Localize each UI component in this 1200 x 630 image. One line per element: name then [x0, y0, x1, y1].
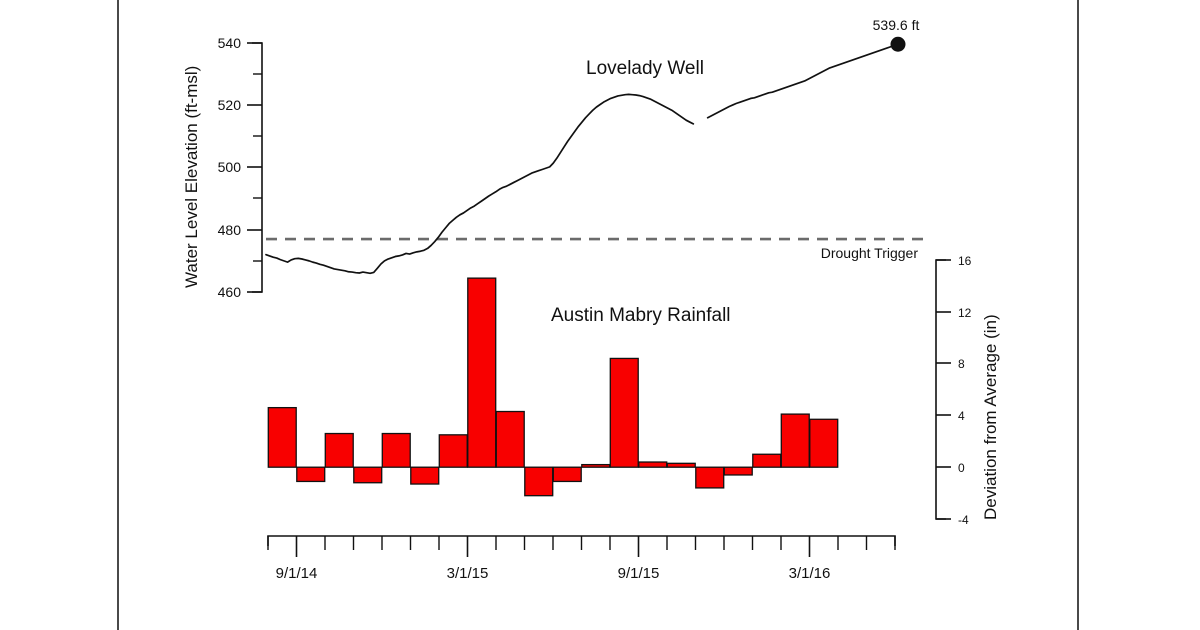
- x-tick-label-1: 3/1/15: [447, 565, 489, 582]
- rainfall-bar: [609, 357, 639, 468]
- x-axis-ticks: [267, 536, 896, 557]
- rainfall-bar: [723, 466, 753, 476]
- rainfall-bar: [581, 463, 611, 468]
- rainfall-bar: [296, 466, 326, 483]
- right-axis-ticks: [936, 259, 951, 520]
- rainfall-bar: [809, 418, 839, 468]
- rainfall-bar: [695, 466, 725, 489]
- x-tick-label-3: 3/1/16: [789, 565, 831, 582]
- x-tick-label-0: 9/1/14: [276, 565, 318, 582]
- rainfall-bar: [381, 432, 411, 468]
- x-axis: 9/1/14 3/1/15 9/1/15 3/1/16: [267, 535, 896, 582]
- right-tick-label-neg4: -4: [958, 513, 969, 527]
- left-axis: 540 520 500 480 460 Water Level Elevatio…: [182, 35, 263, 300]
- left-tick-label-460: 460: [218, 284, 242, 300]
- rainfall-bar: [495, 410, 525, 468]
- right-axis-spine: [935, 259, 946, 520]
- rainfall-bar: [467, 277, 497, 468]
- rainfall-bar: [524, 466, 554, 497]
- lovelady-well-label: Lovelady Well: [586, 58, 704, 79]
- rainfall-bar: [353, 466, 383, 484]
- right-axis-title: Deviation from Average (in): [981, 314, 1000, 520]
- right-tick-label-0: 0: [958, 461, 965, 475]
- water-level-series: 539.6 ft: [265, 17, 920, 275]
- rainfall-bar: [410, 466, 440, 485]
- rainfall-bars: [267, 277, 839, 497]
- x-axis-tick-labels: 9/1/14 3/1/15 9/1/15 3/1/16: [276, 565, 831, 582]
- left-tick-label-520: 520: [218, 97, 242, 113]
- right-tick-label-4: 4: [958, 409, 965, 423]
- rainfall-bar: [552, 466, 582, 483]
- rainfall-bar: [666, 462, 696, 468]
- rainfall-bar: [780, 413, 810, 468]
- rainfall-bar: [638, 461, 668, 468]
- page-border-left: [117, 0, 119, 630]
- left-axis-minor-ticks: [253, 73, 262, 262]
- end-point-value-label: 539.6 ft: [873, 17, 920, 33]
- x-tick-label-2: 9/1/15: [618, 565, 660, 582]
- rainfall-bar: [324, 432, 354, 468]
- page-border-right: [1077, 0, 1079, 630]
- water-level-line-segment-2: [706, 43, 899, 119]
- austin-mabry-rainfall-label: Austin Mabry Rainfall: [551, 305, 731, 326]
- right-tick-label-12: 12: [958, 306, 972, 320]
- left-tick-label-540: 540: [218, 35, 242, 51]
- rainfall-bar: [267, 406, 297, 468]
- end-point-marker: [890, 36, 906, 52]
- left-tick-label-500: 500: [218, 159, 242, 175]
- rainfall-bar: [752, 453, 782, 468]
- right-tick-label-16: 16: [958, 254, 972, 268]
- water-level-line-segment-1: [265, 93, 695, 275]
- left-axis-major-ticks: [247, 42, 262, 293]
- right-tick-label-8: 8: [958, 357, 965, 371]
- drought-trigger-group: Drought Trigger: [266, 237, 925, 261]
- drought-trigger-label: Drought Trigger: [821, 245, 919, 261]
- left-axis-title: Water Level Elevation (ft-msl): [182, 66, 201, 288]
- right-axis: 16 12 8 4 0 -4 Deviation from Average (i…: [935, 254, 1000, 527]
- rainfall-bar: [438, 434, 468, 468]
- left-tick-label-480: 480: [218, 222, 242, 238]
